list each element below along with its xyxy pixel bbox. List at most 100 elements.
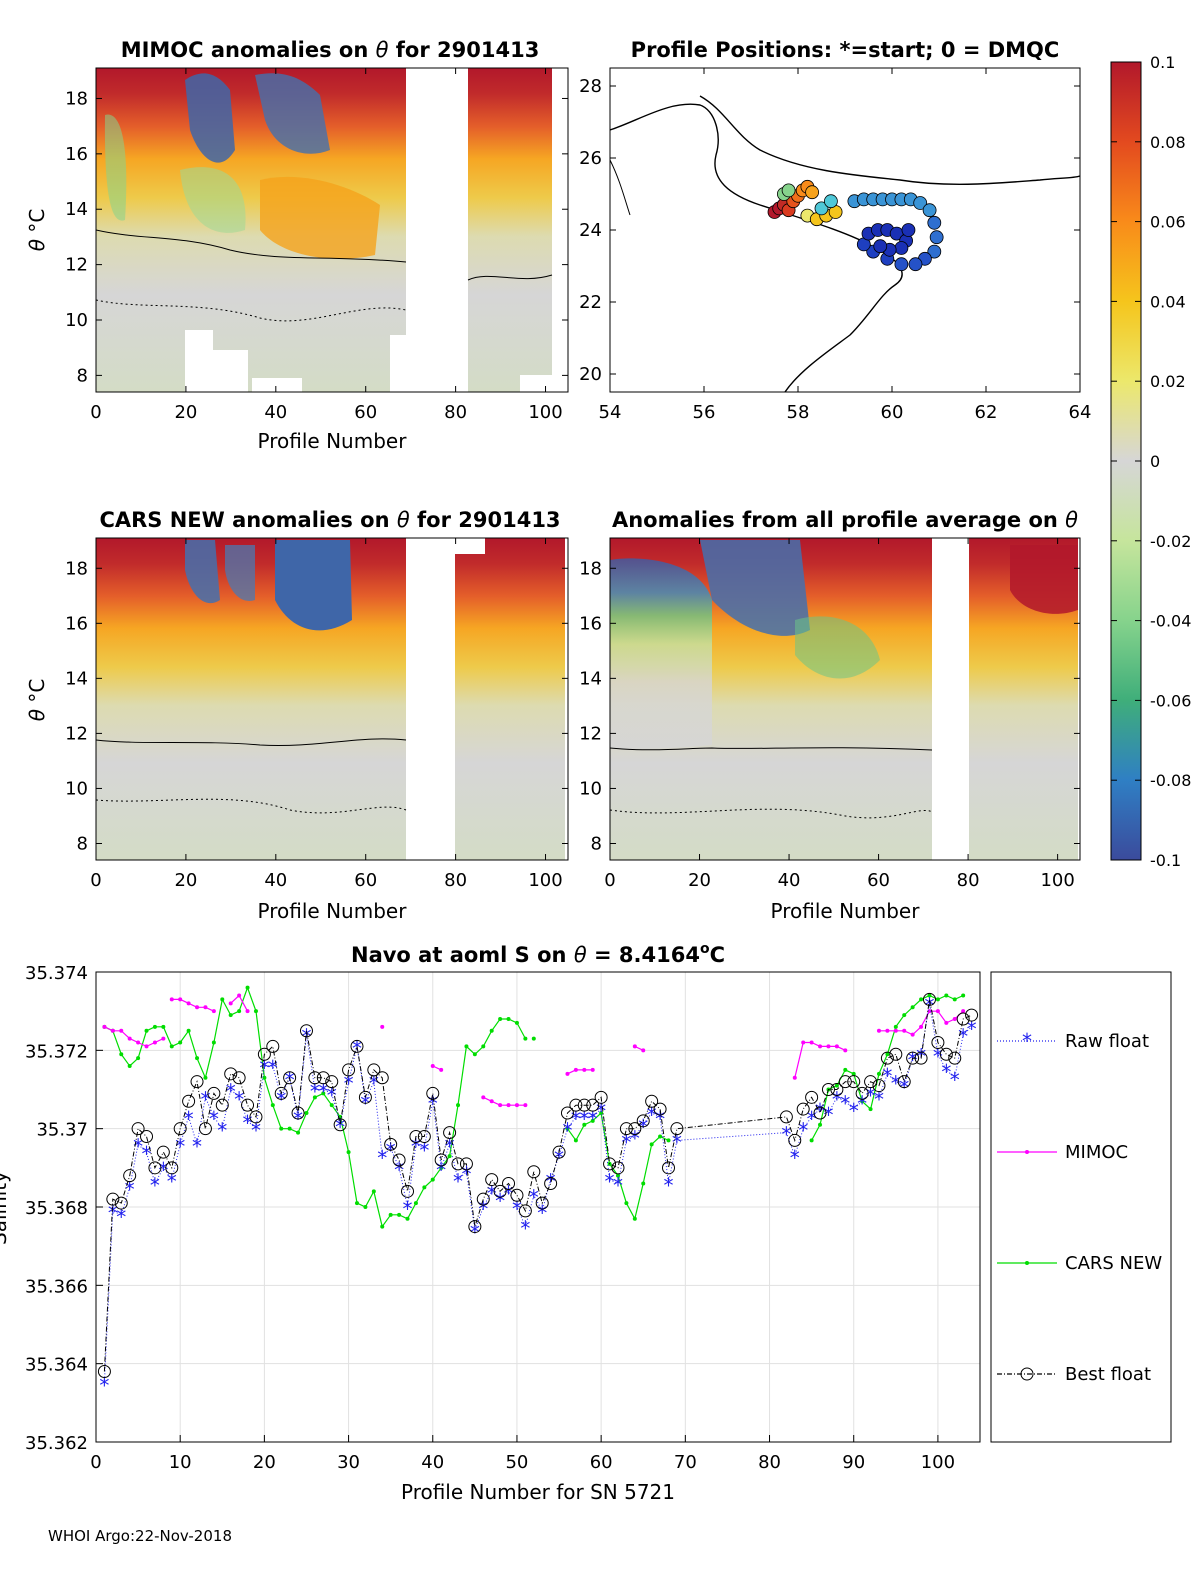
mimoc-panel: MIMOC anomalies on θ for 2901413 0 20 40 60… bbox=[25, 38, 569, 453]
cars-new-point bbox=[279, 1126, 284, 1131]
cars-new-point bbox=[632, 1216, 637, 1221]
salinity-xtick-label: 40 bbox=[421, 1452, 444, 1473]
profile-position-markers bbox=[767, 179, 944, 272]
best-float-point bbox=[872, 1079, 886, 1093]
salinity-yticks: 35.362 35.364 35.366 35.368 35.37 35.372 35.37… bbox=[25, 963, 103, 1454]
mimoc-series-line bbox=[567, 1069, 593, 1075]
best-float-point bbox=[417, 1130, 431, 1143]
raw-float-point: * bbox=[908, 1048, 918, 1072]
best-float-point bbox=[922, 992, 936, 1006]
mimoc-xlabel: Profile Number bbox=[258, 429, 408, 453]
best-float-point bbox=[636, 1114, 650, 1128]
best-float-point bbox=[451, 1157, 465, 1171]
best-float-point bbox=[661, 1161, 675, 1175]
raw-float-point: * bbox=[108, 1201, 118, 1225]
cars-ytick-label: 18 bbox=[65, 558, 88, 579]
raw-float-point: * bbox=[655, 1107, 665, 1131]
colorbar-tick-label: 0.02 bbox=[1150, 372, 1186, 391]
raw-float-point: * bbox=[461, 1162, 471, 1186]
cars-xlabel: Profile Number bbox=[258, 899, 408, 923]
mimoc-point bbox=[195, 1005, 200, 1010]
allavg-xtick-label: 0 bbox=[604, 870, 615, 891]
best-float-point bbox=[299, 1024, 313, 1038]
cars-new-point bbox=[919, 997, 924, 1002]
raw-float-point: * bbox=[647, 1103, 657, 1127]
raw-float-point: * bbox=[403, 1197, 413, 1221]
cars-missing-block bbox=[406, 538, 455, 638]
cars-title: CARS NEW anomalies on θ for 2901413 bbox=[99, 508, 560, 532]
raw-float-point: * bbox=[310, 1080, 320, 1104]
raw-float-point: * bbox=[781, 1123, 791, 1147]
best-float-point bbox=[375, 1071, 389, 1085]
best-float-point bbox=[165, 1161, 179, 1175]
mimoc-point bbox=[119, 1028, 124, 1033]
legend-raw-float-marker: * bbox=[1022, 1029, 1032, 1053]
mimoc-title: MIMOC anomalies on θ for 2901413 bbox=[121, 38, 540, 62]
best-float-point bbox=[140, 1130, 154, 1143]
mimoc-heatmap-right-block bbox=[468, 68, 552, 392]
cars-ytick-label: 16 bbox=[65, 613, 88, 634]
raw-float-point: * bbox=[537, 1201, 547, 1225]
raw-float-point: * bbox=[234, 1087, 244, 1111]
raw-float-point: * bbox=[807, 1107, 817, 1131]
best-float-point bbox=[603, 1157, 617, 1171]
best-float-point bbox=[190, 1075, 204, 1089]
raw-float-point: * bbox=[798, 1119, 808, 1143]
mimoc-ylabel: θ °C bbox=[25, 209, 49, 252]
cars-new-point bbox=[296, 1130, 301, 1135]
raw-float-point: * bbox=[630, 1127, 640, 1151]
best-float-point bbox=[560, 1106, 574, 1120]
cars-new-point bbox=[506, 1017, 511, 1021]
mimoc-point bbox=[102, 1024, 107, 1029]
best-float-point bbox=[788, 1133, 802, 1147]
mimoc-xtick-label: 40 bbox=[264, 402, 287, 423]
mimoc-point bbox=[489, 1099, 494, 1104]
salinity-xticks: 0 10 20 30 40 50 60 70 80 90 100 bbox=[90, 1435, 955, 1473]
cars-new-point bbox=[152, 1024, 157, 1029]
colorbar-tick-label: -0.06 bbox=[1150, 691, 1191, 710]
mimoc-missing-block bbox=[185, 330, 213, 392]
positions-ytick-label: 26 bbox=[579, 148, 602, 169]
best-float-point bbox=[813, 1106, 827, 1120]
mimoc-point bbox=[809, 1040, 814, 1045]
mimoc-cold-anomaly-patch-2 bbox=[255, 73, 330, 154]
allavg-green-anomaly-patch-2 bbox=[795, 616, 880, 679]
mimoc-point bbox=[801, 1040, 806, 1045]
best-float-point bbox=[333, 1118, 347, 1132]
raw-float-point: * bbox=[579, 1107, 589, 1131]
salinity-xtick-label: 90 bbox=[842, 1452, 865, 1473]
best-float-point bbox=[611, 1161, 625, 1175]
mimoc-point bbox=[211, 1009, 216, 1014]
mimoc-point bbox=[910, 1032, 915, 1037]
mimoc-heatmap bbox=[96, 68, 553, 392]
best-float-point bbox=[619, 1122, 633, 1136]
cars-new-point bbox=[270, 1103, 275, 1108]
mimoc-point bbox=[641, 1048, 646, 1053]
mimoc-ytick-label: 8 bbox=[77, 365, 88, 386]
cars-zero-contour bbox=[96, 738, 407, 746]
cars-new-point bbox=[893, 1024, 898, 1029]
cars-new-point bbox=[573, 1138, 578, 1143]
raw-float-point: * bbox=[175, 1134, 185, 1158]
cars-yticks: 8 10 12 14 16 18 bbox=[65, 558, 568, 854]
salinity-title: Navo at aoml S on θ = 8.4164oC bbox=[351, 941, 725, 967]
cars-xticks: 0 20 40 60 80 100 bbox=[90, 538, 563, 891]
best-float-point bbox=[939, 1047, 953, 1061]
best-float-point bbox=[97, 1365, 111, 1378]
colorbar-tick-label: 0.1 bbox=[1150, 53, 1175, 72]
cars-panel: CARS NEW anomalies on θ for 2901413 0 20 4… bbox=[25, 508, 569, 923]
profile-position-marker bbox=[929, 230, 944, 245]
mimoc-point bbox=[944, 1020, 949, 1025]
salinity-ytick-label: 35.37 bbox=[36, 1120, 88, 1141]
raw-float-point: * bbox=[209, 1107, 219, 1131]
mimoc-point bbox=[228, 1001, 233, 1006]
mimoc-point bbox=[506, 1103, 511, 1108]
best-float-point bbox=[586, 1098, 600, 1112]
mimoc-negative-contour bbox=[96, 299, 407, 322]
raw-float-point: * bbox=[967, 1017, 977, 1041]
salinity-xlabel: Profile Number for SN 5721 bbox=[401, 1480, 675, 1504]
cars-new-point bbox=[590, 1118, 595, 1123]
best-float-point bbox=[392, 1153, 406, 1167]
cars-new-point bbox=[354, 1201, 359, 1206]
raw-float-point: * bbox=[891, 1072, 901, 1096]
